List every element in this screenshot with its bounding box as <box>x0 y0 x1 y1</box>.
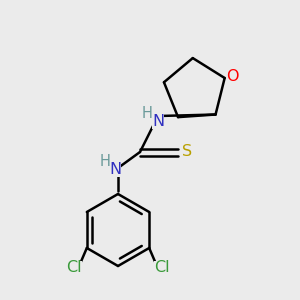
Text: N: N <box>109 161 121 176</box>
Text: H: H <box>142 106 152 122</box>
Text: N: N <box>152 113 164 128</box>
Text: O: O <box>226 68 239 83</box>
Text: H: H <box>100 154 110 169</box>
Text: Cl: Cl <box>66 260 82 275</box>
Text: S: S <box>182 145 192 160</box>
Text: Cl: Cl <box>154 260 170 275</box>
